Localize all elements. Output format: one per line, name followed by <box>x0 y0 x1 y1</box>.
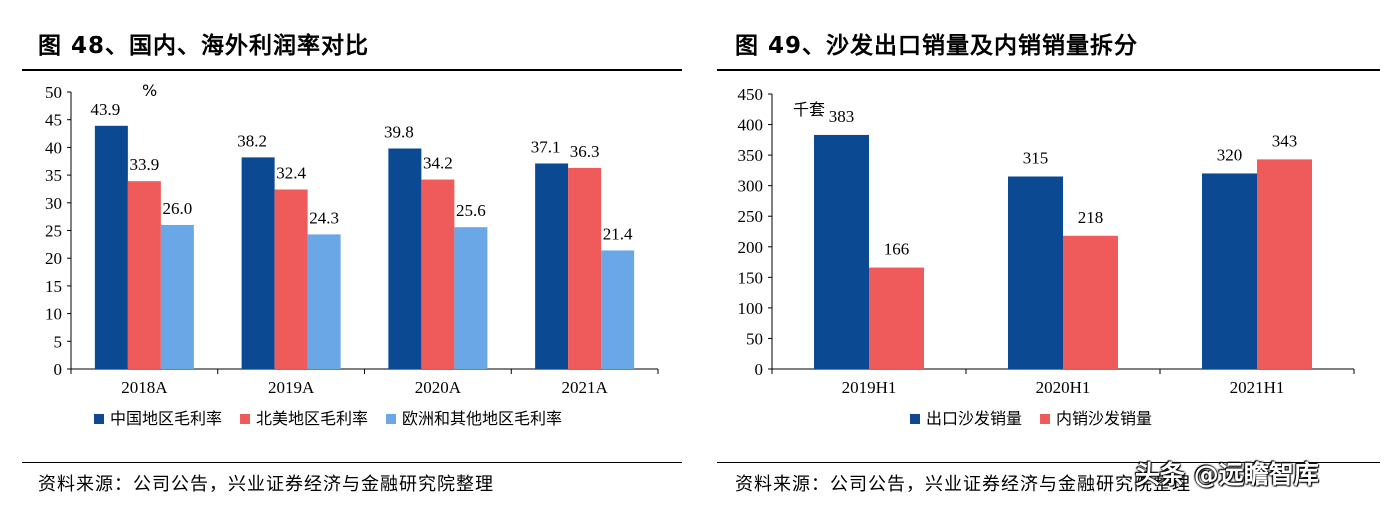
data-label: 24.3 <box>309 208 339 227</box>
x-tick-label: 2019H1 <box>842 378 897 397</box>
data-label: 38.2 <box>237 131 267 150</box>
bar <box>1257 159 1312 369</box>
y-tick-label: 25 <box>45 222 62 241</box>
right-source-rule <box>717 462 1380 463</box>
data-label: 37.1 <box>531 137 561 156</box>
data-label: 33.9 <box>130 155 160 174</box>
legend-label: 北美地区毛利率 <box>256 409 368 428</box>
right-bar-chart: 0 50 100 150 200 250 300 350 400 450 2019H1 2020H1 2… <box>738 85 1355 428</box>
y-tick-label: 200 <box>738 238 764 257</box>
bar <box>94 125 128 369</box>
bar <box>869 267 924 369</box>
data-label: 25.6 <box>456 201 486 220</box>
bar <box>307 234 341 369</box>
y-tick-label: 100 <box>738 299 764 318</box>
legend-swatch <box>94 414 104 424</box>
bar <box>535 163 569 369</box>
x-tick-label: 2020H1 <box>1036 378 1091 397</box>
right-source-note: 资料来源：公司公告，兴业证券经济与金融研究院整理 <box>735 474 1191 495</box>
data-label: 343 <box>1272 131 1298 150</box>
data-label: 218 <box>1078 208 1104 227</box>
data-label: 166 <box>884 240 910 259</box>
y-tick-label: 50 <box>746 329 763 348</box>
data-label: 36.3 <box>570 142 600 161</box>
y-tick-label: 0 <box>755 360 764 379</box>
data-label: 34.2 <box>423 154 453 173</box>
bar <box>454 227 488 369</box>
x-tick-label: 2021A <box>561 378 608 397</box>
legend-label: 内销沙发销量 <box>1056 409 1152 428</box>
y-tick-label: 10 <box>45 305 62 324</box>
watermark: 头条 @远瞻智库 <box>1135 460 1319 489</box>
data-label: 21.4 <box>603 224 633 243</box>
y-tick-label: 400 <box>738 116 764 135</box>
bar <box>568 167 602 369</box>
data-label: 315 <box>1023 149 1049 168</box>
y-tick-label: 300 <box>738 177 764 196</box>
data-label: 39.8 <box>384 123 414 142</box>
bar <box>421 179 455 369</box>
legend-label: 欧洲和其他地区毛利率 <box>402 409 562 428</box>
x-tick-label: 2019A <box>268 378 315 397</box>
right-title-rule <box>717 69 1380 71</box>
bar <box>241 157 275 369</box>
x-tick-label: 2018A <box>121 378 168 397</box>
y-tick-label: 45 <box>45 111 62 130</box>
bar <box>127 181 161 369</box>
bar <box>160 224 194 369</box>
bar <box>601 250 635 369</box>
unit-label: 千套 <box>793 100 825 119</box>
left-source-rule <box>22 462 682 463</box>
y-tick-label: 250 <box>738 207 764 226</box>
legend-swatch <box>910 414 920 424</box>
y-tick-label: 20 <box>45 249 62 268</box>
data-label: 320 <box>1217 145 1243 164</box>
left-source-note: 资料来源：公司公告，兴业证券经济与金融研究院整理 <box>38 474 494 495</box>
y-tick-label: 5 <box>54 332 63 351</box>
data-label: 383 <box>829 107 855 126</box>
data-label: 26.0 <box>163 199 193 218</box>
y-tick-label: 35 <box>45 166 62 185</box>
y-tick-label: 40 <box>45 138 62 157</box>
y-tick-label: 450 <box>738 85 764 104</box>
legend-label: 中国地区毛利率 <box>110 409 222 428</box>
x-tick-label: 2021H1 <box>1230 378 1285 397</box>
left-chart-title: 图 48、国内、海外利润率对比 <box>38 33 370 59</box>
bar <box>1063 235 1118 369</box>
y-tick-label: 350 <box>738 146 764 165</box>
legend-swatch <box>1040 414 1051 424</box>
y-tick-label: 0 <box>54 360 63 379</box>
left-title-rule <box>22 69 682 71</box>
y-tick-label: 15 <box>45 277 62 296</box>
data-label: 32.4 <box>276 164 306 183</box>
right-chart-title: 图 49、沙发出口销量及内销销量拆分 <box>735 33 1139 59</box>
unit-label: % <box>142 81 157 100</box>
y-tick-label: 150 <box>738 268 764 287</box>
y-tick-label: 30 <box>45 194 62 213</box>
data-label: 43.9 <box>91 100 121 119</box>
bar <box>274 189 308 369</box>
x-tick-label: 2020A <box>415 378 462 397</box>
legend-swatch <box>240 414 251 424</box>
bar <box>1202 173 1257 369</box>
bar <box>1008 176 1063 369</box>
legend-label: 出口沙发销量 <box>926 409 1022 428</box>
legend-swatch <box>386 414 397 424</box>
bar <box>814 134 869 369</box>
y-tick-label: 50 <box>45 83 62 102</box>
bar <box>388 148 422 369</box>
left-bar-chart: 0 5 10 15 20 25 30 35 40 45 50 2018A 2019A 2020A 2021A… <box>45 81 659 428</box>
